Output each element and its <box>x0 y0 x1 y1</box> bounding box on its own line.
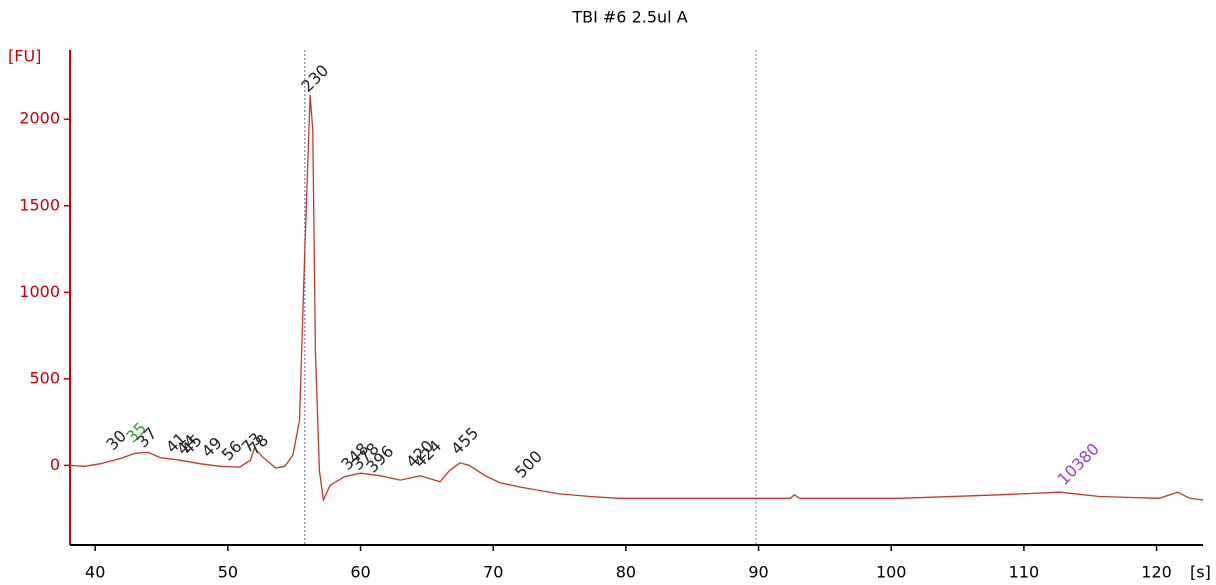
x-tick-label: 70 <box>483 563 503 582</box>
y-tick-label: 2000 <box>19 109 60 128</box>
y-axis-label: [FU] <box>8 47 41 66</box>
peak-label: 10380 <box>1054 439 1103 488</box>
y-tick-label: 1000 <box>19 282 60 301</box>
x-tick-label: 90 <box>748 563 768 582</box>
peak-label: 230 <box>297 61 332 96</box>
x-tick-label: 50 <box>218 563 238 582</box>
x-axis-label: [s] <box>1190 563 1211 582</box>
x-tick-label: 60 <box>350 563 370 582</box>
x-tick-label: 100 <box>876 563 907 582</box>
x-tick-label: 110 <box>1009 563 1040 582</box>
x-tick-label: 120 <box>1141 563 1172 582</box>
y-tick-label: 0 <box>50 455 60 474</box>
x-tick-label: 40 <box>85 563 105 582</box>
y-tick-label: 500 <box>29 368 60 387</box>
peak-label: 455 <box>447 423 482 458</box>
trace-line <box>69 94 1204 503</box>
peak-label: 500 <box>511 447 546 482</box>
chart-title: TBI #6 2.5ul A <box>571 8 687 27</box>
x-tick-label: 80 <box>616 563 636 582</box>
y-tick-label: 1500 <box>19 195 60 214</box>
